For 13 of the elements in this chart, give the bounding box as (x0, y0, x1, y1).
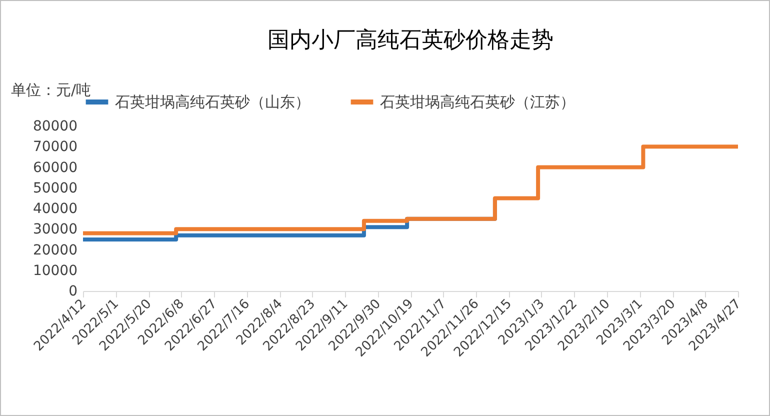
y-tick-label: 70000 (32, 139, 78, 156)
y-tick-label: 0 (68, 284, 78, 300)
chart-title: 国内小厂高纯石英砂价格走势 (268, 28, 554, 53)
y-tick-label: 80000 (32, 118, 78, 134)
y-tick-label: 30000 (32, 222, 78, 238)
text: 单位：元/吨 (11, 81, 92, 100)
y-tick-label: 20000 (32, 242, 78, 258)
y-tick-label: 10000 (32, 262, 78, 279)
legend-label: 石英坩埚高纯石英砂（江苏） (380, 93, 575, 111)
y-tick-label: 60000 (32, 160, 78, 176)
y-tick-label: 40000 (32, 201, 78, 217)
y-tick-label: 50000 (32, 180, 78, 196)
legend-label: 石英坩埚高纯石英砂（山东） (115, 93, 310, 111)
